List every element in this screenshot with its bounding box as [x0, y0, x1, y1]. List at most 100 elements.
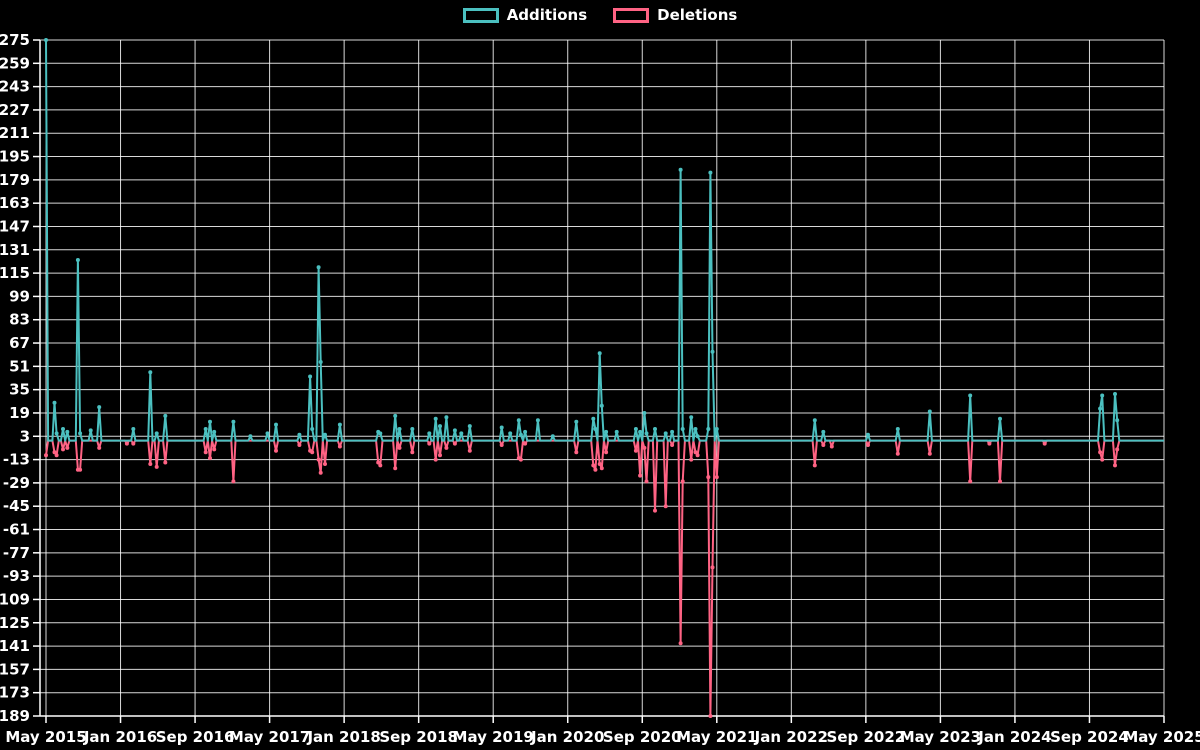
additions-point [642, 411, 647, 415]
additions-point [97, 405, 102, 410]
additions-point [393, 413, 398, 418]
deletions-point [695, 453, 700, 458]
deletions-point [678, 641, 683, 646]
deletions-point [297, 443, 302, 447]
deletions-point [968, 479, 973, 484]
x-axis-tick-label: May 2025 [1123, 728, 1200, 746]
y-axis-tick-label: -77 [3, 544, 30, 562]
deletions-point [318, 470, 323, 475]
x-axis-tick-label: May 2015 [5, 728, 86, 746]
additions-point [508, 431, 513, 436]
additions-point [452, 428, 457, 433]
deletions-point [65, 445, 70, 450]
additions-point [597, 351, 602, 356]
additions-point [708, 170, 713, 175]
deletions-point [124, 441, 129, 446]
additions-point [318, 360, 323, 364]
additions-point [689, 415, 694, 420]
deletions-point [1115, 447, 1120, 452]
deletions-point [633, 448, 638, 453]
x-axis-tick-label: May 2017 [229, 728, 310, 746]
y-axis-tick-label: 195 [0, 148, 30, 166]
y-axis-tick-label: -13 [3, 451, 30, 469]
y-axis-tick-label: -93 [3, 567, 30, 585]
additions-point [163, 413, 168, 418]
additions-point [397, 427, 402, 431]
y-axis-tick-label: 99 [9, 287, 30, 305]
additions-point [599, 403, 604, 408]
deletions-point [274, 448, 278, 453]
additions-point [695, 434, 700, 439]
additions-point [866, 432, 870, 437]
legend-item-deletions[interactable]: Deletions [613, 6, 737, 24]
additions-point [535, 418, 540, 423]
deletions-point [410, 450, 415, 455]
deletions-point [433, 457, 438, 462]
additions-point [78, 431, 83, 436]
additions-point [459, 431, 464, 436]
deletions-point [212, 447, 217, 452]
additions-point [131, 427, 136, 431]
deletions-point [998, 479, 1002, 484]
deletions-point [693, 450, 698, 455]
y-axis-tick-label: 227 [0, 101, 30, 119]
additions-point [88, 428, 93, 433]
y-axis-tick-label: -141 [0, 637, 30, 655]
deletions-point [452, 441, 457, 446]
additions-point [591, 416, 596, 421]
additions-point [44, 38, 48, 42]
deletions-point [467, 448, 472, 453]
deletions-point [927, 451, 932, 456]
deletions-point [154, 464, 159, 469]
additions-point [308, 374, 313, 379]
deletions-point [208, 456, 212, 461]
deletions-point [1042, 441, 1047, 446]
legend-item-additions[interactable]: Additions [462, 6, 587, 24]
additions-point [614, 429, 619, 434]
additions-point [523, 429, 528, 434]
additions-point [812, 418, 817, 423]
additions-point [378, 431, 383, 436]
y-axis-tick-label: -157 [0, 660, 30, 678]
x-axis-tick-label: Sep 2022 [827, 728, 906, 746]
additions-point [1113, 392, 1117, 396]
x-axis-tick-label: Sep 2016 [156, 728, 235, 746]
y-axis-tick-label: 179 [0, 171, 30, 189]
deletions-point [710, 565, 715, 570]
deletions-point [597, 462, 602, 466]
additions-point [337, 422, 342, 427]
deletions-point [499, 443, 504, 447]
y-axis-tick-label: 35 [9, 381, 30, 399]
y-axis-tick-label: 211 [0, 124, 30, 142]
deletions-point [393, 466, 398, 471]
deletions-point [663, 504, 668, 509]
additions-point [1115, 418, 1120, 423]
deletions-point [52, 450, 57, 455]
deletions-point [444, 445, 449, 450]
y-axis-tick-label: -173 [0, 684, 30, 702]
deletions-swatch-icon [613, 7, 650, 23]
additions-point [516, 418, 521, 423]
y-axis-tick-label: 51 [9, 357, 30, 375]
additions-point [148, 370, 153, 375]
y-axis-tick-label: 275 [0, 31, 30, 49]
additions-point [203, 427, 208, 431]
additions-point [54, 431, 59, 436]
y-axis-tick-label: 163 [0, 194, 30, 212]
deletions-point [714, 475, 719, 480]
deletions-point [644, 479, 649, 484]
additions-point [1098, 406, 1103, 411]
deletions-point [593, 467, 598, 472]
additions-point [248, 434, 253, 439]
additions-point [297, 432, 302, 437]
additions-point [706, 427, 711, 431]
deletions-point [337, 444, 342, 449]
deletions-point [680, 479, 685, 484]
y-axis-tick-label: 3 [20, 427, 30, 445]
additions-point [154, 431, 159, 436]
deletions-point [812, 463, 817, 468]
chart-legend: Additions Deletions [0, 6, 1200, 24]
additions-point [433, 416, 438, 421]
y-axis-tick-label: 115 [0, 264, 30, 282]
